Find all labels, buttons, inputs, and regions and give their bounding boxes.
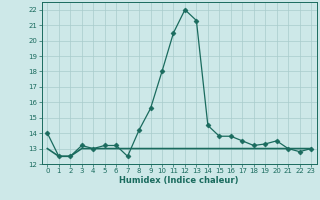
X-axis label: Humidex (Indice chaleur): Humidex (Indice chaleur) bbox=[119, 176, 239, 185]
